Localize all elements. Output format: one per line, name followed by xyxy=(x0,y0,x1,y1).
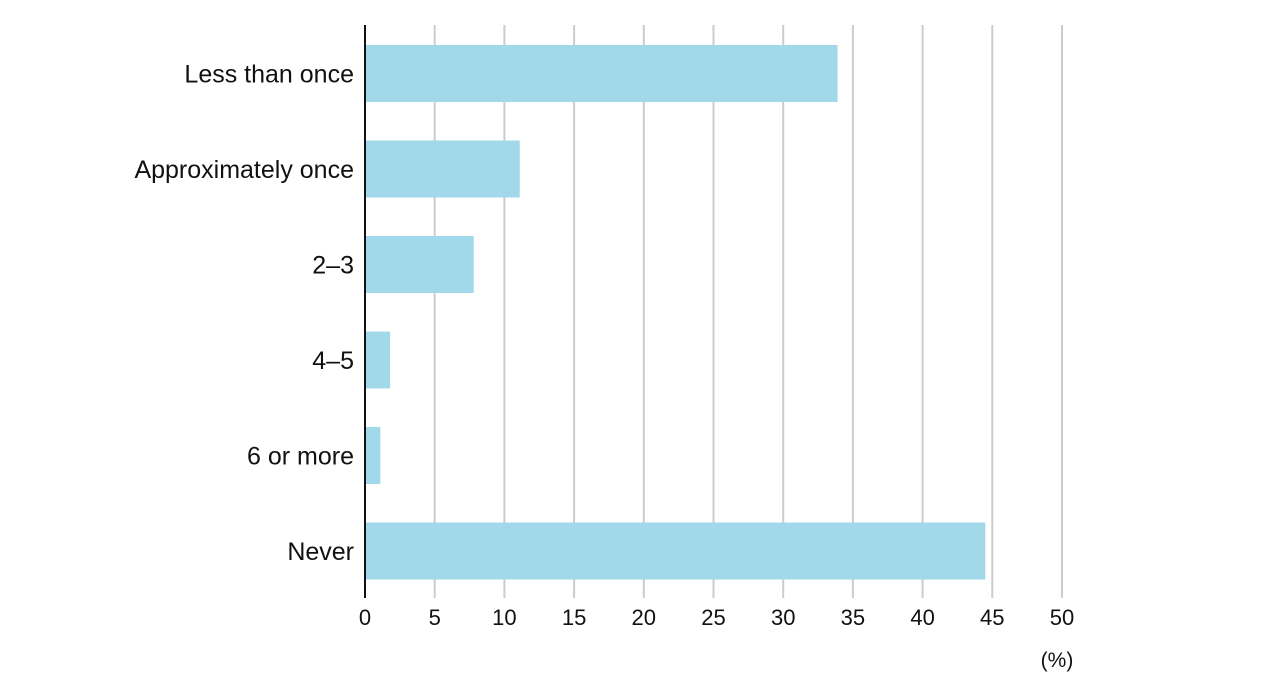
unit-label: (%) xyxy=(1041,649,1074,672)
grid-lines xyxy=(433,25,1063,598)
category-label-1: Approximately once xyxy=(134,156,354,184)
bar-2 xyxy=(365,236,474,293)
category-label-0: Less than once xyxy=(184,61,354,89)
category-label-2: 2–3 xyxy=(312,252,354,280)
x-tick-label-50: 50 xyxy=(1050,605,1074,630)
bar-5 xyxy=(365,522,986,580)
bar-0 xyxy=(365,45,838,102)
bar-3 xyxy=(365,331,391,389)
category-label-3: 4–5 xyxy=(312,347,354,375)
x-tick-labels: 0 5 10 15 20 25 30 35 40 45 50 xyxy=(359,605,1074,630)
category-labels: Less than once Approximately once 2–3 4–5 6 … xyxy=(134,61,354,567)
x-tick-label-20: 20 xyxy=(632,605,656,630)
x-tick-label-10: 10 xyxy=(492,605,516,630)
x-tick-label-0: 0 xyxy=(359,605,371,630)
x-tick-label-35: 35 xyxy=(841,605,865,630)
category-label-5: Never xyxy=(287,538,354,566)
x-tick-label-15: 15 xyxy=(562,605,586,630)
x-tick-label-5: 5 xyxy=(429,605,441,630)
category-label-4: 6 or more xyxy=(247,443,354,471)
bar-4 xyxy=(365,427,381,484)
x-tick-label-30: 30 xyxy=(771,605,795,630)
x-tick-label-40: 40 xyxy=(910,605,934,630)
x-tick-label-45: 45 xyxy=(980,605,1004,630)
bars xyxy=(365,45,986,580)
x-tick-label-25: 25 xyxy=(701,605,725,630)
bar-1 xyxy=(365,140,520,198)
